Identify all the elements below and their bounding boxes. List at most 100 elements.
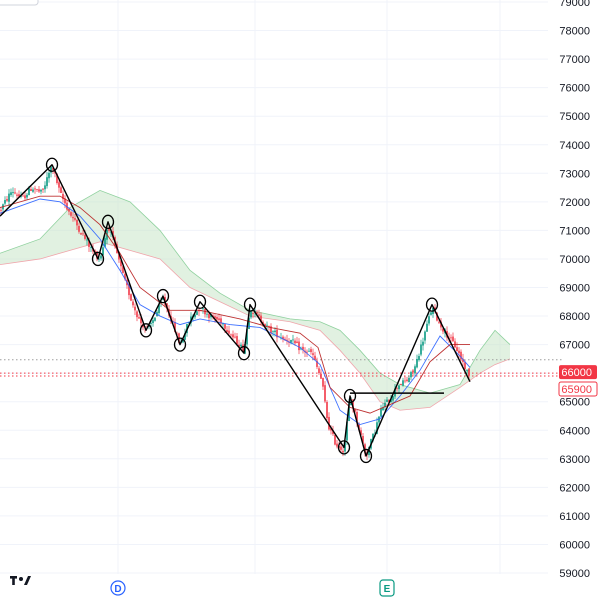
candle	[66, 199, 68, 211]
candle-body	[424, 331, 426, 341]
candle	[80, 232, 82, 236]
candle-body	[404, 380, 406, 382]
candle	[152, 316, 154, 327]
event-marker[interactable]: D	[110, 580, 126, 596]
candle-body	[412, 370, 414, 373]
candle-body	[418, 356, 420, 361]
candle	[32, 187, 34, 193]
candle	[42, 188, 44, 194]
candle	[74, 213, 76, 222]
candle-body	[196, 311, 198, 315]
candle	[8, 189, 10, 207]
candle	[452, 332, 454, 342]
candle-body	[362, 436, 364, 444]
candle-body	[232, 334, 234, 338]
candle	[460, 349, 462, 362]
candle-body	[364, 444, 366, 454]
candle-body	[214, 316, 216, 319]
candle	[4, 196, 6, 206]
candle-body	[26, 194, 28, 198]
candle-body	[88, 240, 90, 247]
candle-body	[102, 247, 104, 256]
candle-body	[452, 336, 454, 342]
candle-body	[152, 320, 154, 324]
candle	[48, 169, 50, 183]
candle-body	[228, 330, 230, 334]
candle-body	[292, 339, 294, 341]
tradingview-logo[interactable]	[10, 576, 34, 585]
candle-body	[96, 251, 98, 259]
candle	[136, 310, 138, 322]
candle-body	[296, 341, 298, 344]
swing-point-circle	[101, 214, 115, 229]
candle	[10, 188, 12, 197]
candle-body	[428, 316, 430, 324]
candle-body	[230, 334, 232, 336]
candle	[132, 299, 134, 308]
candle	[14, 188, 16, 195]
candle-body	[38, 189, 40, 192]
candle-body	[158, 304, 160, 314]
candle	[392, 395, 394, 404]
swing-point-circle	[343, 388, 357, 404]
candle	[398, 384, 400, 394]
candle-body	[312, 353, 314, 355]
candle-body	[268, 326, 270, 328]
candle-body	[246, 329, 248, 345]
candle-body	[388, 399, 390, 403]
candle	[318, 366, 320, 375]
top-left-widget[interactable]	[0, 0, 39, 6]
event-marker[interactable]: E	[379, 579, 395, 597]
candle	[340, 443, 342, 453]
candle-body	[48, 172, 50, 179]
price-label: 66000	[559, 365, 597, 380]
candle	[450, 334, 452, 343]
y-tick-label: 72000	[559, 197, 590, 209]
candle-body	[174, 322, 176, 333]
candle	[456, 342, 458, 352]
candle-body	[118, 251, 120, 260]
candle	[44, 181, 46, 193]
swing-point-circle	[193, 294, 207, 309]
candle-body	[306, 351, 308, 353]
price-label: 65900	[558, 381, 598, 397]
candle	[316, 357, 318, 370]
candle	[334, 434, 336, 446]
y-tick-label: 79000	[559, 0, 590, 9]
candle-body	[398, 385, 400, 390]
candle-body	[286, 339, 288, 341]
candle-body	[274, 330, 276, 333]
candle-body	[70, 212, 72, 216]
candle	[314, 351, 316, 361]
swing-point-circle	[359, 448, 373, 464]
candle	[406, 376, 408, 383]
candle-body	[76, 219, 78, 226]
candle-body	[276, 329, 278, 338]
candle	[298, 338, 300, 355]
candle-body	[464, 362, 466, 369]
candle	[76, 219, 78, 230]
candle-body	[16, 194, 18, 196]
candle	[12, 187, 14, 198]
candle-body	[316, 360, 318, 367]
candle-body	[122, 266, 124, 273]
candle	[236, 333, 238, 346]
candle	[38, 185, 40, 194]
candle-body	[30, 189, 32, 192]
candle	[302, 343, 304, 354]
candle-body	[458, 350, 460, 354]
candle	[268, 325, 270, 331]
candle	[70, 210, 72, 218]
candle-body	[328, 416, 330, 430]
candle-body	[84, 235, 86, 239]
candle-body	[450, 337, 452, 339]
candle-body	[380, 408, 382, 417]
candle	[206, 311, 208, 318]
candle-body	[138, 317, 140, 319]
candle	[416, 354, 418, 369]
price-label-bg	[558, 381, 598, 397]
event-marker-badge	[110, 580, 126, 596]
candle-body	[342, 450, 344, 453]
